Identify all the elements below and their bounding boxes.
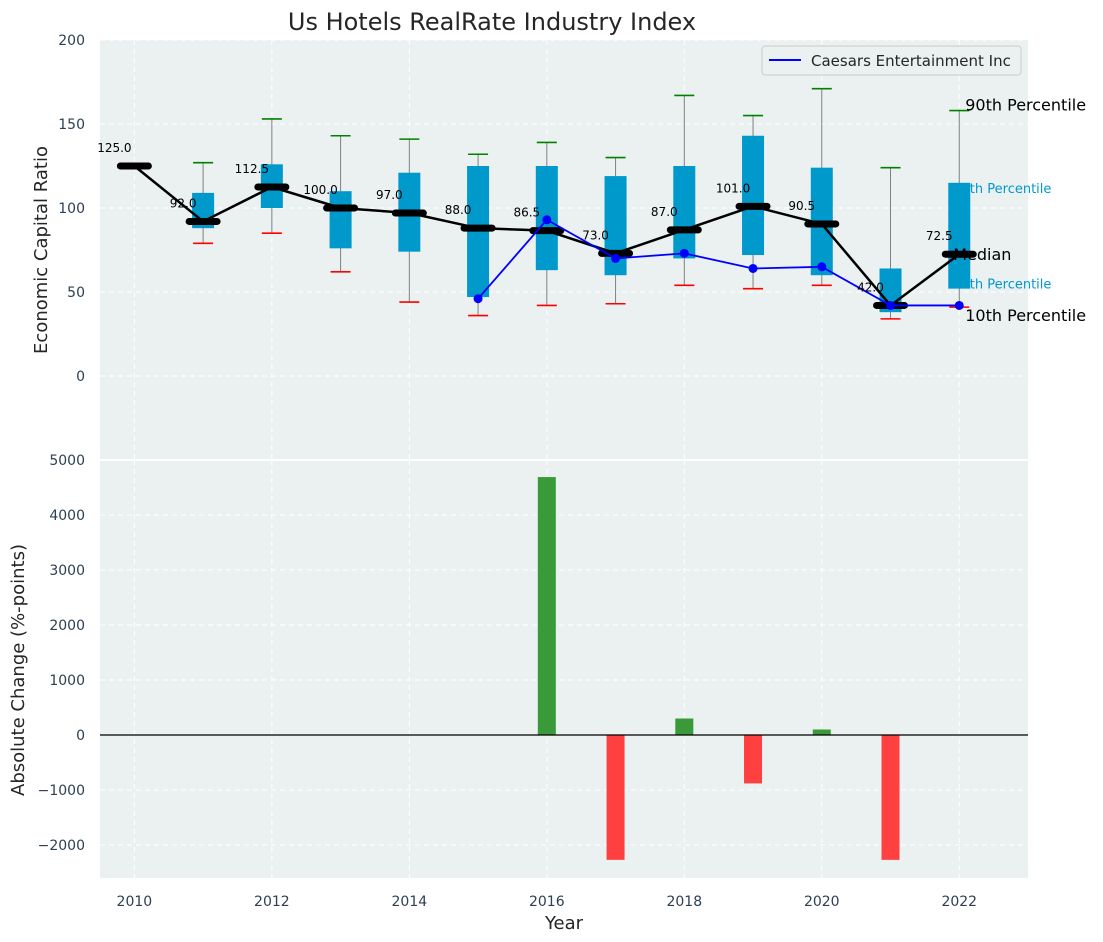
change-bars — [537, 477, 900, 860]
top-y-axis-label: Economic Capital Ratio — [31, 146, 52, 354]
bottom-y-tick-label: −1000 — [38, 783, 85, 799]
company-point — [748, 263, 758, 273]
x-tick-label: 2012 — [254, 894, 290, 910]
change-bar — [744, 735, 763, 784]
bottom-y-tick-label: 1000 — [49, 673, 85, 689]
x-tick-label: 2014 — [392, 894, 428, 910]
change-bar — [606, 735, 625, 860]
median-value-label: 97.0 — [376, 188, 403, 202]
top-y-tick-label: 200 — [58, 33, 85, 49]
median-value-label: 92.0 — [170, 196, 197, 210]
top-y-tick-label: 100 — [58, 201, 85, 217]
iqr-box — [673, 166, 696, 259]
company-point — [542, 215, 552, 225]
top-plot-area — [100, 40, 1028, 460]
company-point — [473, 294, 483, 304]
median-value-label: 88.0 — [445, 203, 472, 217]
top-y-tick-label: 0 — [76, 369, 85, 385]
bottom-y-tick-label: 3000 — [49, 563, 85, 579]
change-bar — [675, 718, 694, 735]
median-value-label: 42.0 — [857, 280, 884, 294]
company-line — [477, 218, 960, 307]
annotation-p90: 90th Percentile — [965, 96, 1086, 115]
x-tick-label: 2018 — [666, 894, 702, 910]
percentile-annotations: 90th Percentile 75th Percentile Median 25th… — [953, 96, 1086, 326]
x-axis-label: Year — [544, 913, 584, 934]
bottom-plot-area — [100, 460, 1028, 878]
x-tick-label: 2022 — [941, 894, 977, 910]
median-value-label: 112.5 — [235, 162, 269, 176]
chart-title: Us Hotels RealRate Industry Index — [288, 8, 696, 36]
company-series — [473, 215, 964, 310]
median-series — [116, 162, 977, 309]
iqr-box — [742, 135, 765, 256]
x-tick-label: 2010 — [117, 894, 153, 910]
median-value-label: 125.0 — [97, 141, 131, 155]
bottom-y-tick-label: 0 — [76, 728, 85, 744]
top-y-tick-label: 50 — [67, 285, 85, 301]
median-value-label: 90.5 — [788, 199, 815, 213]
legend-entry-company: Caesars Entertainment Inc — [811, 52, 1011, 70]
annotation-p25: 25th Percentile — [953, 278, 1051, 293]
bottom-y-tick-label: 4000 — [49, 508, 85, 524]
annotation-p75: 75th Percentile — [953, 182, 1051, 197]
annotation-median: Median — [953, 245, 1011, 264]
bottom-y-axis-label: Absolute Change (%-points) — [8, 544, 29, 796]
company-point — [817, 262, 827, 272]
company-point — [611, 253, 621, 263]
x-tick-label: 2020 — [804, 894, 840, 910]
legend[interactable]: Caesars Entertainment Inc — [761, 45, 1022, 76]
median-value-label: 73.0 — [582, 228, 609, 242]
change-bar — [812, 729, 831, 735]
top-y-tick-label: 150 — [58, 117, 85, 133]
legend-box — [761, 45, 1022, 76]
change-bar — [881, 735, 900, 860]
median-value-label: 86.5 — [513, 206, 540, 220]
median-value-label: 101.0 — [716, 181, 750, 195]
change-bar — [537, 477, 556, 735]
bottom-y-tick-label: 5000 — [49, 453, 85, 469]
bottom-y-ticks: −2000 −1000 0 1000 2000 3000 4000 5000 — [38, 453, 85, 854]
company-point — [886, 300, 896, 310]
company-point — [679, 248, 689, 258]
iqr-box — [948, 182, 971, 289]
iqr-box — [329, 191, 352, 249]
annotation-p10: 10th Percentile — [965, 306, 1086, 325]
median-value-label: 72.5 — [926, 229, 953, 243]
median-value-labels: 125.0 92.0 112.5 100.0 97.0 88.0 86.5 73.0 87.0 1… — [97, 141, 952, 294]
median-value-label: 100.0 — [303, 183, 337, 197]
median-value-label: 87.0 — [651, 205, 678, 219]
bottom-y-tick-label: −2000 — [38, 838, 85, 854]
bottom-y-tick-label: 2000 — [49, 618, 85, 634]
x-ticks: 2010 2012 2014 2016 2018 2020 2022 — [117, 894, 978, 910]
x-tick-label: 2016 — [529, 894, 565, 910]
top-y-ticks: 0 50 100 150 200 — [58, 33, 85, 385]
company-point — [954, 300, 964, 310]
